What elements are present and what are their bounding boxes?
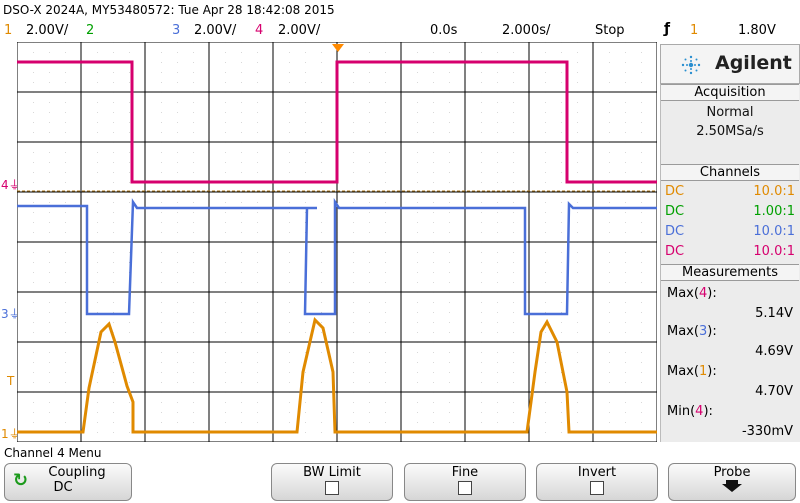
measurement-value: 4.69V: [755, 344, 793, 359]
bw-limit-checkbox-icon[interactable]: [325, 481, 339, 495]
trigger-channel: 1: [690, 23, 699, 38]
measurement-value: 5.14V: [755, 306, 793, 321]
measurement-label: Max(1):: [667, 364, 717, 379]
menu-title: Channel 4 Menu: [4, 446, 102, 460]
ch3-number[interactable]: 3: [172, 23, 181, 38]
measurement-label: Min(4):: [667, 404, 713, 419]
ch4-waveform: [17, 60, 657, 184]
fine-checkbox-icon[interactable]: [458, 481, 472, 495]
ch4-number[interactable]: 4: [255, 23, 264, 38]
measurement-value: -330mV: [741, 424, 793, 439]
agilent-spark-icon: [681, 55, 701, 75]
info-sidebar: Acquisition Normal 2.50MSa/s Channels DC…: [660, 50, 800, 442]
rotate-knob-icon: ↻: [13, 470, 29, 491]
horizontal-delay: 0.0s: [430, 23, 458, 38]
ch3-waveform: [17, 197, 657, 316]
ch4-scale: 2.00V/: [278, 23, 321, 38]
ch3-scale: 2.00V/: [194, 23, 237, 38]
sample-rate: 2.50MSa/s: [696, 124, 764, 139]
submenu-arrow-icon: [722, 480, 742, 492]
brand-name: Agilent: [715, 52, 792, 74]
channels-title: Channels: [661, 164, 799, 181]
bw-limit-softkey[interactable]: BW Limit: [271, 463, 393, 501]
ch1-ground-marker[interactable]: 1⏚: [1, 427, 21, 441]
major-grid: [17, 42, 657, 442]
ch1-waveform: [17, 317, 657, 434]
trigger-position-marker[interactable]: [332, 44, 344, 52]
coupling-softkey[interactable]: ↻ Coupling DC: [4, 463, 132, 501]
measurements-title: Measurements: [661, 264, 799, 281]
invert-label: Invert: [577, 465, 617, 480]
acquisition-mode: Normal: [706, 105, 754, 120]
brand-logo: Agilent: [660, 44, 800, 84]
measurement-label: Max(3):: [667, 324, 717, 339]
probe-softkey[interactable]: Probe: [668, 463, 796, 501]
instrument-title: DSO-X 2024A, MY53480572: Tue Apr 28 18:4…: [3, 3, 335, 17]
ch1-scale: 2.00V/: [26, 23, 69, 38]
ch1-number[interactable]: 1: [4, 23, 13, 38]
fine-softkey[interactable]: Fine: [404, 463, 526, 501]
timebase: 2.000s/: [502, 23, 551, 38]
invert-checkbox-icon[interactable]: [590, 481, 604, 495]
invert-softkey[interactable]: Invert: [536, 463, 658, 501]
probe-label: Probe: [713, 465, 751, 480]
ch3-ground-marker[interactable]: 3⏚: [1, 307, 21, 321]
fine-label: Fine: [451, 465, 479, 480]
ch4-ground-marker[interactable]: 4⏚: [1, 178, 21, 192]
coupling-label: Coupling: [48, 465, 106, 480]
coupling-value: DC: [53, 480, 73, 495]
measurement-label: Max(4):: [667, 286, 717, 301]
waveform-display[interactable]: [17, 42, 657, 442]
trigger-level-marker[interactable]: T: [7, 374, 15, 388]
trigger-level: 1.80V: [738, 23, 776, 38]
measurement-value: 4.70V: [755, 384, 793, 399]
acquisition-title: Acquisition: [661, 84, 799, 101]
trigger-edge-icon: ƒ: [664, 21, 671, 37]
run-state: Stop: [595, 23, 625, 38]
ch2-number[interactable]: 2: [86, 23, 95, 38]
bw-limit-label: BW Limit: [303, 465, 361, 480]
